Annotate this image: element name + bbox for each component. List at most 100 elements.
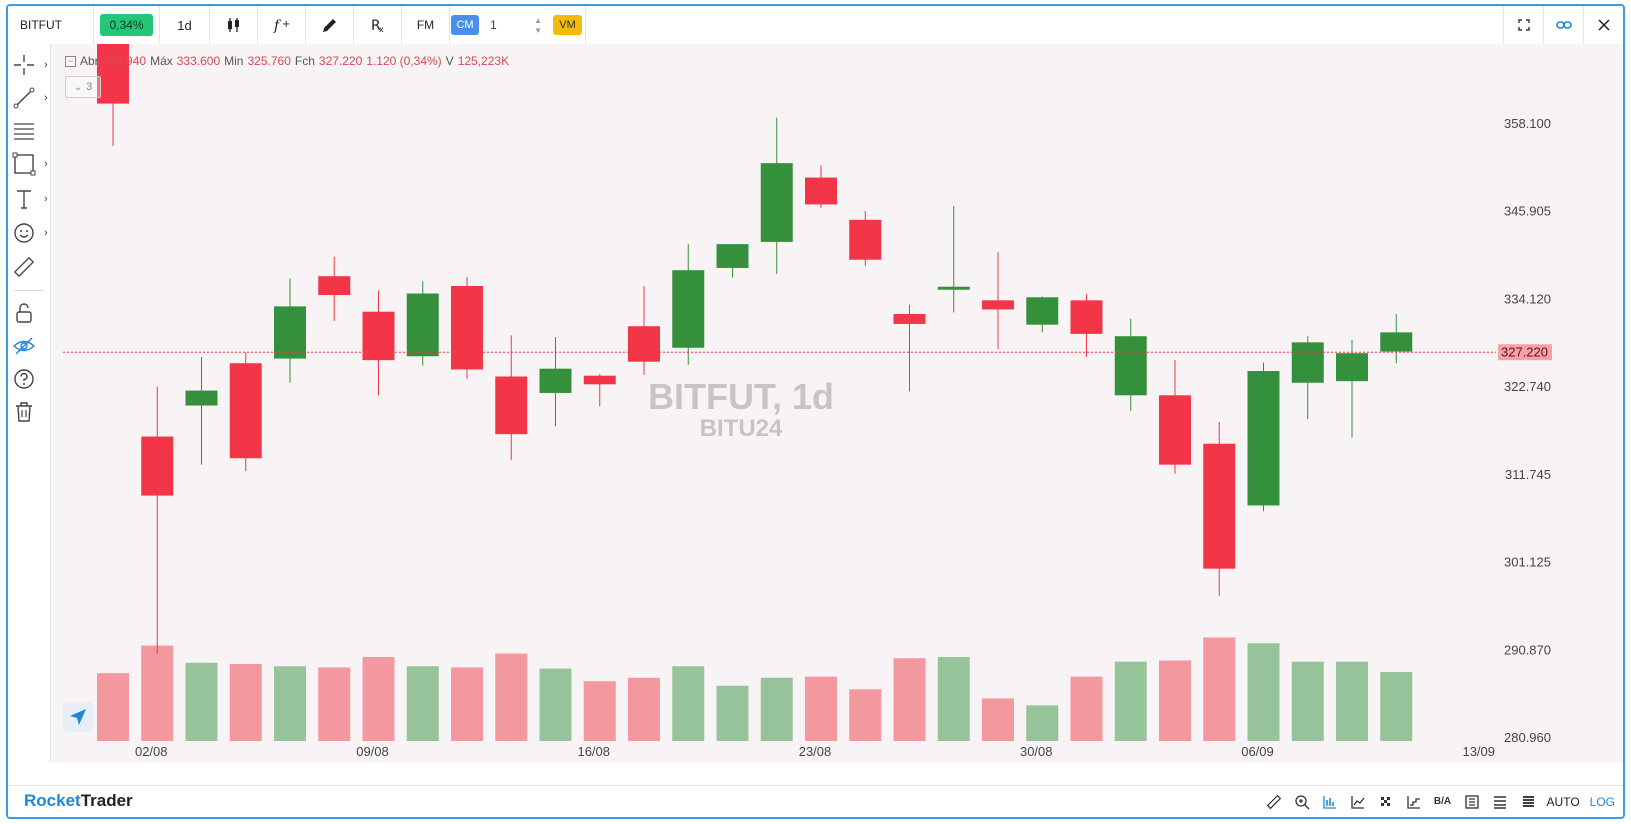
legend-close-label: Fch: [294, 54, 315, 68]
last-price-tag: [1498, 344, 1552, 361]
position-list-button[interactable]: [1519, 793, 1537, 811]
navigate-button[interactable]: [63, 702, 93, 732]
auto-scale-toggle[interactable]: AUTO: [1546, 794, 1580, 809]
help-tool[interactable]: [12, 364, 48, 394]
step-chart-button[interactable]: [1405, 793, 1423, 811]
checker-icon: [1380, 796, 1390, 806]
eye-hidden-icon: [12, 337, 36, 355]
lock-tool[interactable]: [12, 298, 48, 328]
quantity-stepper[interactable]: 1 ▲ ▼: [480, 6, 550, 44]
chevron-right-icon[interactable]: ›: [44, 92, 48, 104]
link-button[interactable]: [1543, 6, 1583, 44]
rx-icon: Rx: [371, 18, 384, 33]
candles: [97, 6, 1413, 654]
shapes-tool[interactable]: ›: [12, 149, 48, 179]
candle: [1247, 362, 1280, 512]
candle-body: [1380, 332, 1413, 352]
volume-bar: [229, 663, 262, 741]
candle-body: [893, 314, 926, 324]
draw-button[interactable]: [306, 6, 354, 44]
text-tool[interactable]: ›: [12, 184, 48, 214]
chevron-right-icon[interactable]: ›: [44, 227, 48, 239]
candle: [760, 117, 793, 274]
candlestick-chart[interactable]: BITFUT, 1d BITU24 358.100345.905334.1203…: [51, 6, 1625, 762]
time-axis[interactable]: 02/08 09/08 16/08 23/08 30/08 06/09 13/09: [135, 744, 1495, 759]
price-tick-label: 301.125: [1504, 555, 1551, 570]
legend-low-label: Min: [224, 54, 244, 68]
candle-body: [849, 219, 882, 260]
pattern-button[interactable]: [1377, 793, 1395, 811]
candle-body: [1247, 371, 1280, 506]
volume-bar: [1203, 637, 1236, 741]
volume-bar: [274, 666, 306, 741]
indicators-collapse-button[interactable]: ⌄ 3: [65, 76, 101, 98]
candle-body: [1291, 342, 1324, 383]
svg-text:+: +: [282, 19, 290, 30]
vm-button[interactable]: VM: [550, 6, 586, 44]
chart-type-button[interactable]: [210, 6, 258, 44]
cm-label: CM: [451, 15, 479, 35]
date-tick-label: 09/08: [356, 744, 389, 759]
hide-drawings-tool[interactable]: [12, 331, 48, 361]
ruler-button[interactable]: [1265, 793, 1283, 811]
ruler-tool[interactable]: [12, 252, 48, 282]
stepper-up-icon[interactable]: ▲: [534, 15, 542, 25]
chevron-right-icon[interactable]: ›: [44, 158, 48, 170]
close-button[interactable]: [1583, 6, 1623, 44]
timeframe-label: 1d: [177, 17, 192, 33]
bid-ask-button[interactable]: B/A: [1433, 796, 1452, 807]
candle: [1070, 294, 1103, 358]
stepper-down-icon[interactable]: ▼: [534, 25, 542, 35]
candle-body: [583, 375, 616, 385]
bottom-bar: RocketTrader B/A AUTO LOG: [8, 785, 1623, 817]
trendline-tool[interactable]: ›: [12, 83, 48, 113]
candle-body: [1026, 297, 1059, 325]
candle: [406, 281, 439, 366]
candle-body: [274, 306, 306, 359]
delete-tool[interactable]: [12, 397, 48, 427]
legend-collapse-icon[interactable]: −: [65, 55, 76, 67]
bottom-toolbar: B/A AUTO LOG: [1265, 786, 1615, 817]
legend-close-value: 327.220: [318, 54, 363, 68]
volume-bar: [760, 677, 793, 741]
chevron-right-icon[interactable]: ›: [44, 193, 48, 205]
ruler-icon: [1266, 794, 1281, 809]
date-tick-label: 30/08: [1020, 744, 1053, 759]
chevron-right-icon[interactable]: ›: [44, 59, 48, 71]
price-tick-label: 345.905: [1504, 204, 1551, 219]
emoji-tool[interactable]: ›: [12, 218, 48, 248]
cm-button[interactable]: CM: [450, 6, 480, 44]
zoom-button[interactable]: [1293, 793, 1311, 811]
ruler-icon: [13, 256, 35, 278]
chart-area[interactable]: BITFUT, 1d BITU24 358.100 345.905 334.120 3…: [51, 6, 1625, 762]
indicators-button[interactable]: f +: [258, 6, 306, 44]
candle-body: [760, 163, 793, 242]
candle: [672, 244, 705, 365]
log-scale-toggle[interactable]: LOG: [1589, 794, 1615, 809]
zoom-in-icon: [1294, 794, 1309, 809]
crosshair-tool[interactable]: ›: [12, 50, 48, 80]
fibonacci-tool[interactable]: [12, 116, 48, 146]
order-list-button[interactable]: [1491, 793, 1509, 811]
volume-toggle-button[interactable]: [1321, 793, 1339, 811]
fullscreen-button[interactable]: [1503, 6, 1543, 44]
symbol-selector[interactable]: BITFUT: [8, 6, 94, 44]
link-icon: [1555, 21, 1572, 29]
price-tick-label: 358.100: [1504, 116, 1551, 131]
price-axis[interactable]: 358.100 345.905 334.120 322.740 311.745 301.1…: [1504, 116, 1551, 745]
fm-button[interactable]: FM: [402, 6, 450, 44]
svg-text:R: R: [371, 18, 381, 33]
candle: [1203, 422, 1236, 596]
volume-bar: [318, 667, 351, 741]
list-icon: [1493, 795, 1506, 809]
book-button[interactable]: [1463, 793, 1481, 811]
timeframe-button[interactable]: 1d: [160, 6, 210, 44]
candle: [318, 256, 351, 321]
legend-high-label: Máx: [150, 54, 173, 68]
line-chart-button[interactable]: [1349, 793, 1367, 811]
volume-bar: [362, 657, 395, 741]
change-badge-label: 0,34%: [100, 14, 153, 36]
price-tick-label: 280.960: [1504, 730, 1551, 745]
